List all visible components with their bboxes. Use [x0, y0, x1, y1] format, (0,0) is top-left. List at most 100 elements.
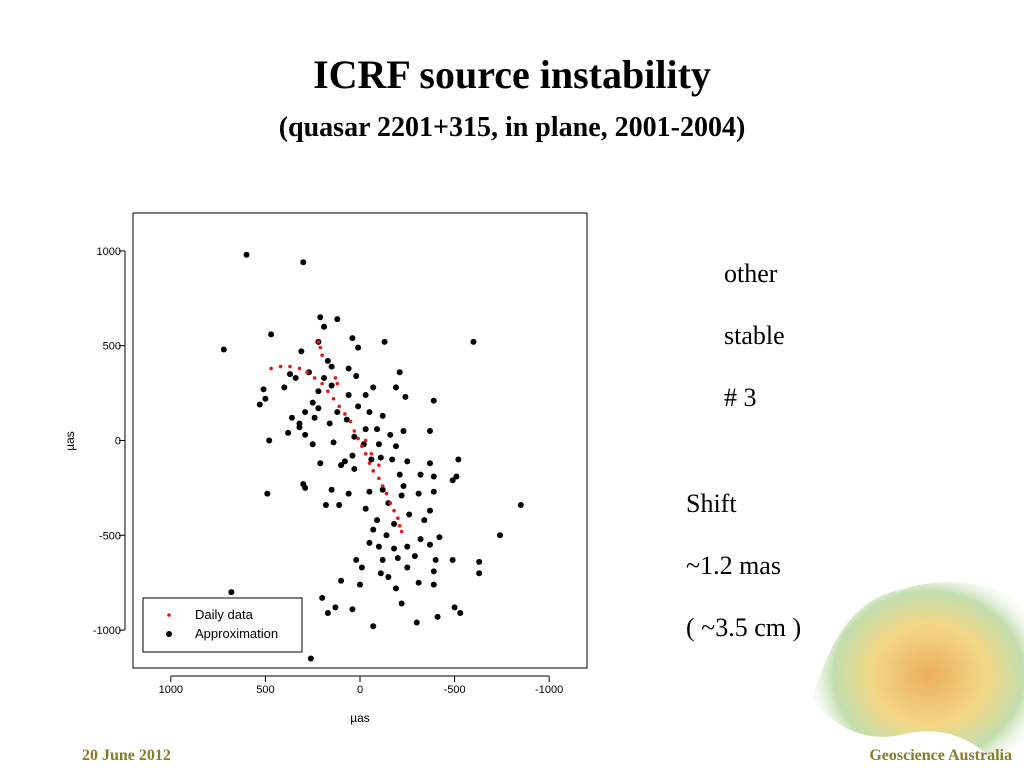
y-tick-label: 0 — [115, 436, 121, 448]
approx-point — [430, 397, 437, 404]
approx-point — [328, 363, 335, 370]
approx-point — [349, 452, 356, 459]
approx-point — [341, 458, 348, 465]
approx-point — [288, 414, 295, 421]
approx-point — [398, 600, 405, 607]
approx-point — [302, 431, 309, 438]
approx-point — [228, 589, 235, 596]
approx-point — [426, 428, 433, 435]
approx-point — [311, 414, 318, 421]
legend-box — [142, 597, 303, 653]
approx-point — [449, 556, 456, 563]
approx-point — [332, 604, 339, 611]
legend-marker — [166, 631, 172, 637]
y-tick-label: -1000 — [93, 625, 121, 637]
approx-point — [355, 344, 362, 351]
approx-point — [406, 511, 413, 518]
approx-point — [260, 386, 267, 393]
approx-point — [375, 441, 382, 448]
approx-point — [375, 543, 382, 550]
approx-point — [328, 382, 335, 389]
approx-point — [298, 348, 305, 355]
approx-point — [366, 539, 373, 546]
daily-point — [316, 340, 321, 344]
approx-point — [262, 395, 269, 402]
approx-point — [266, 437, 273, 444]
daily-point — [371, 469, 376, 473]
approx-point — [396, 471, 403, 478]
daily-point — [363, 438, 368, 443]
approx-point — [315, 405, 322, 412]
y-axis-label: µas — [63, 431, 77, 451]
shift-note: Shift — [686, 489, 737, 518]
daily-point — [396, 516, 400, 521]
approx-point — [345, 490, 352, 497]
approx-point — [243, 251, 250, 258]
approx-point — [430, 488, 437, 495]
daily-point — [377, 476, 381, 481]
approx-point — [302, 484, 309, 491]
approx-point — [366, 409, 373, 416]
daily-point — [380, 484, 385, 488]
approx-point — [476, 558, 483, 565]
approx-point — [302, 409, 309, 416]
approx-point — [453, 473, 460, 480]
footer-organization: Geoscience Australia — [869, 747, 1012, 764]
daily-point — [320, 353, 324, 357]
approx-point — [292, 374, 299, 381]
approx-point — [398, 492, 405, 499]
daily-point — [388, 501, 393, 505]
approx-point — [264, 490, 271, 497]
approx-point — [377, 454, 384, 461]
approx-point — [434, 613, 441, 620]
approx-point — [307, 655, 314, 662]
approx-point — [220, 346, 227, 353]
approx-point — [404, 564, 411, 571]
daily-point — [397, 524, 402, 528]
slide-title: ICRF source instability — [313, 52, 711, 97]
approx-point — [389, 456, 396, 463]
daily-point — [356, 436, 360, 441]
approx-point — [391, 545, 398, 552]
approx-point — [383, 532, 390, 539]
approx-point — [392, 585, 399, 592]
approx-point — [324, 610, 331, 617]
approx-point — [400, 428, 407, 435]
approx-point — [415, 579, 422, 586]
approx-point — [349, 606, 356, 613]
approx-point — [374, 426, 381, 433]
approx-point — [430, 581, 437, 588]
approx-point — [326, 420, 333, 427]
daily-point — [369, 451, 374, 456]
approx-point — [362, 505, 369, 512]
approx-point — [353, 556, 360, 563]
approx-point — [370, 623, 377, 630]
slide-subtitle: (quasar 2201+315, in plane, 2001-2004) — [279, 112, 746, 143]
approx-point — [415, 490, 422, 497]
daily-point — [337, 404, 341, 409]
approx-point — [324, 357, 331, 364]
x-tick-label: -1000 — [535, 684, 563, 696]
approx-point — [317, 460, 324, 467]
x-tick-label: 1000 — [159, 684, 183, 696]
daily-point — [352, 429, 357, 433]
approx-point — [430, 473, 437, 480]
daily-point — [399, 529, 404, 534]
approx-point — [351, 433, 358, 440]
map-decoration — [812, 582, 1024, 768]
approx-point — [328, 486, 335, 493]
approx-point — [379, 412, 386, 419]
approx-point — [385, 574, 392, 580]
approx-point — [402, 393, 409, 400]
approx-point — [430, 568, 437, 575]
daily-point — [333, 376, 338, 380]
approx-point — [496, 532, 503, 539]
x-tick-label: -500 — [444, 684, 466, 696]
daily-point — [367, 461, 372, 466]
legend-label: Daily data — [195, 607, 254, 622]
approx-point — [413, 619, 420, 626]
approx-point — [404, 543, 411, 550]
approx-point — [432, 556, 439, 563]
approx-point — [449, 477, 456, 484]
